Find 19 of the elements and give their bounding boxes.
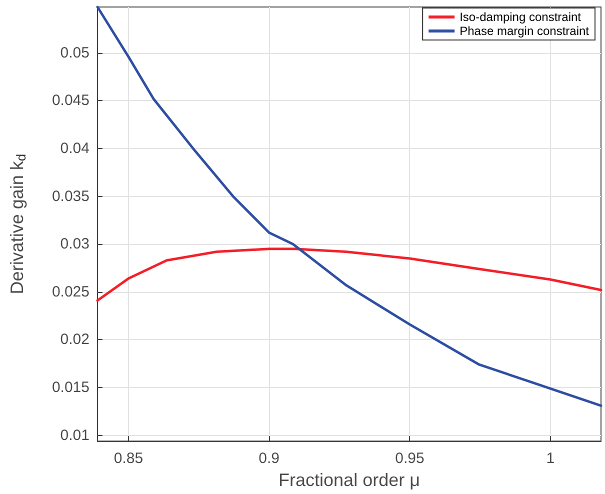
legend-label: Iso-damping constraint <box>460 10 582 24</box>
y-tick-label: 0.05 <box>60 44 90 62</box>
y-tick-label: 0.03 <box>60 236 90 253</box>
legend-label: Phase margin constraint <box>460 24 590 38</box>
line-series <box>96 6 602 407</box>
x-axis-title: Fractional order μ <box>278 470 420 490</box>
x-tick-label: 0.95 <box>395 450 424 468</box>
line-series <box>96 248 602 302</box>
x-tick-label: 0.9 <box>258 450 280 468</box>
y-tick-label: 0.04 <box>60 140 90 158</box>
x-tick-label: 0.85 <box>114 450 144 468</box>
y-tick-label: 0.045 <box>52 92 90 110</box>
y-tick-label: 0.035 <box>52 188 90 205</box>
y-tick-label: 0.025 <box>52 283 90 300</box>
y-axis-title: Derivative gain kd <box>7 154 28 294</box>
y-tick-label: 0.02 <box>60 331 90 348</box>
y-tick-label: 0.01 <box>60 426 90 444</box>
y-tick-label: 0.015 <box>52 379 90 396</box>
x-tick-label: 1 <box>546 450 555 468</box>
